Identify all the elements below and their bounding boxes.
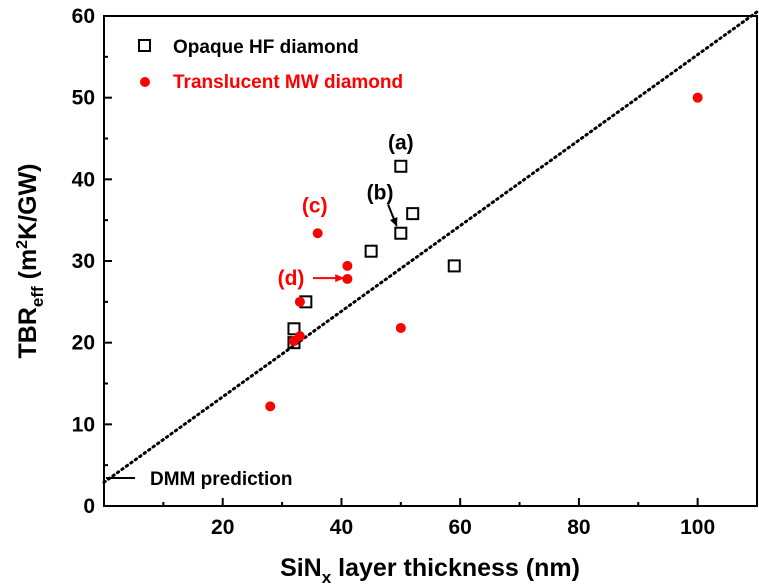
legend-marker-translucent [140,77,150,87]
annotation-label: (a) [388,132,414,155]
y-axis-title: TBReff (m2K/GW) [14,164,47,359]
x-axis-title: SiNx layer thickness (nm) [280,554,580,585]
legend-marker-opaque [138,39,151,52]
dmm-prediction-line [102,10,759,484]
y-tick-label: 40 [72,168,95,191]
opaque-hf-point [406,207,420,221]
x-tick-label: 100 [680,516,715,539]
legend-label-opaque: Opaque HF diamond [173,37,359,58]
x-tick-label: 20 [211,516,234,539]
translucent-mw-point [312,228,323,239]
legend-label-translucent: Translucent MW diamond [173,72,403,93]
translucent-mw-point [294,331,305,342]
data-points [265,92,703,412]
translucent-mw-point [395,322,406,333]
translucent-mw-point [692,92,703,103]
translucent-mw-point [265,401,276,412]
dmm-legend-label: DMM prediction [150,469,293,490]
dmm-legend: DMM prediction [106,469,293,490]
translucent-mw-point [342,273,353,284]
y-tick-label: 30 [72,250,95,273]
y-tick-label: 10 [72,413,95,436]
annotation-label: (b) [367,181,394,204]
y-tick-label: 60 [72,5,95,28]
opaque-hf-point [447,259,461,273]
opaque-hf-point [287,322,301,336]
translucent-mw-point [342,260,353,271]
opaque-hf-point [394,159,408,173]
x-axis: 20 40 60 80 100 [162,498,715,539]
x-tick-label: 60 [449,516,472,539]
annotation-label: (d) [278,267,305,290]
annotations: (a) (b) (c) (d) [278,132,414,291]
y-tick-label: 0 [83,495,95,518]
y-tick-label: 50 [72,87,95,110]
y-tick-label: 20 [72,332,95,355]
annotation-label: (c) [302,194,328,217]
x-tick-label: 40 [330,516,353,539]
legend: Opaque HF diamond Translucent MW diamond [138,37,403,93]
x-tick-label: 80 [567,516,590,539]
opaque-hf-point [364,244,378,258]
translucent-mw-point [294,296,305,307]
y-axis: 0 10 20 30 40 50 60 [72,5,112,518]
annotation-arrow [387,204,398,227]
opaque-hf-point [394,226,408,240]
